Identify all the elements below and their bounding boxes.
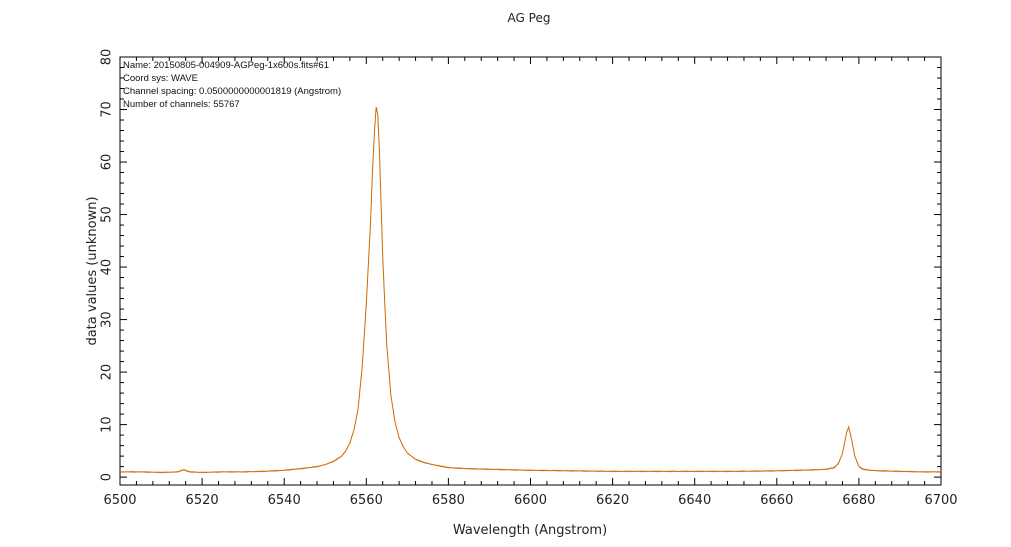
chart-title: AG Peg [508,11,551,25]
y-axis-title: data values (unknown) [85,196,100,345]
x-tick-label: 6700 [924,493,957,508]
x-tick-label: 6660 [760,493,793,508]
metadata-text: Name: 20150805-004909-AGPeg-1x600s.fits#… [123,60,341,110]
x-axis-ticks [119,57,942,485]
y-tick-label: 0 [100,473,115,481]
x-tick-label: 6620 [596,493,629,508]
x-tick-label: 6640 [678,493,711,508]
x-axis-tick-labels: 6500 6520 6540 6560 6580 6600 6620 6640 6660 6680… [103,493,957,508]
y-tick-label: 10 [100,416,115,433]
x-tick-label: 6520 [186,493,219,508]
y-tick-label: 60 [100,154,115,171]
x-tick-label: 6540 [268,493,301,508]
metadata-line: Name: 20150805-004909-AGPeg-1x600s.fits#… [123,60,329,71]
plot-frame [119,56,942,486]
spectrum-line [119,106,942,474]
y-tick-label: 30 [100,311,115,328]
y-tick-label: 50 [100,206,115,223]
y-tick-label: 20 [100,364,115,381]
metadata-line: Channel spacing: 0.0500000000001819 (Ang… [123,86,341,97]
x-tick-label: 6500 [103,493,136,508]
x-tick-label: 6560 [350,493,383,508]
x-axis-title: Wavelength (Angstrom) [453,523,607,538]
y-tick-label: 70 [100,101,115,118]
metadata-line: Coord sys: WAVE [123,73,198,84]
y-tick-label: 80 [100,49,115,66]
y-tick-label: 40 [100,259,115,276]
x-tick-label: 6680 [842,493,875,508]
x-tick-label: 6580 [432,493,465,508]
metadata-line: Number of channels: 55767 [123,99,240,110]
y-axis-ticks [120,56,941,478]
y-axis-tick-labels: 0 10 20 30 40 50 60 70 80 [100,49,115,482]
x-tick-label: 6600 [514,493,547,508]
